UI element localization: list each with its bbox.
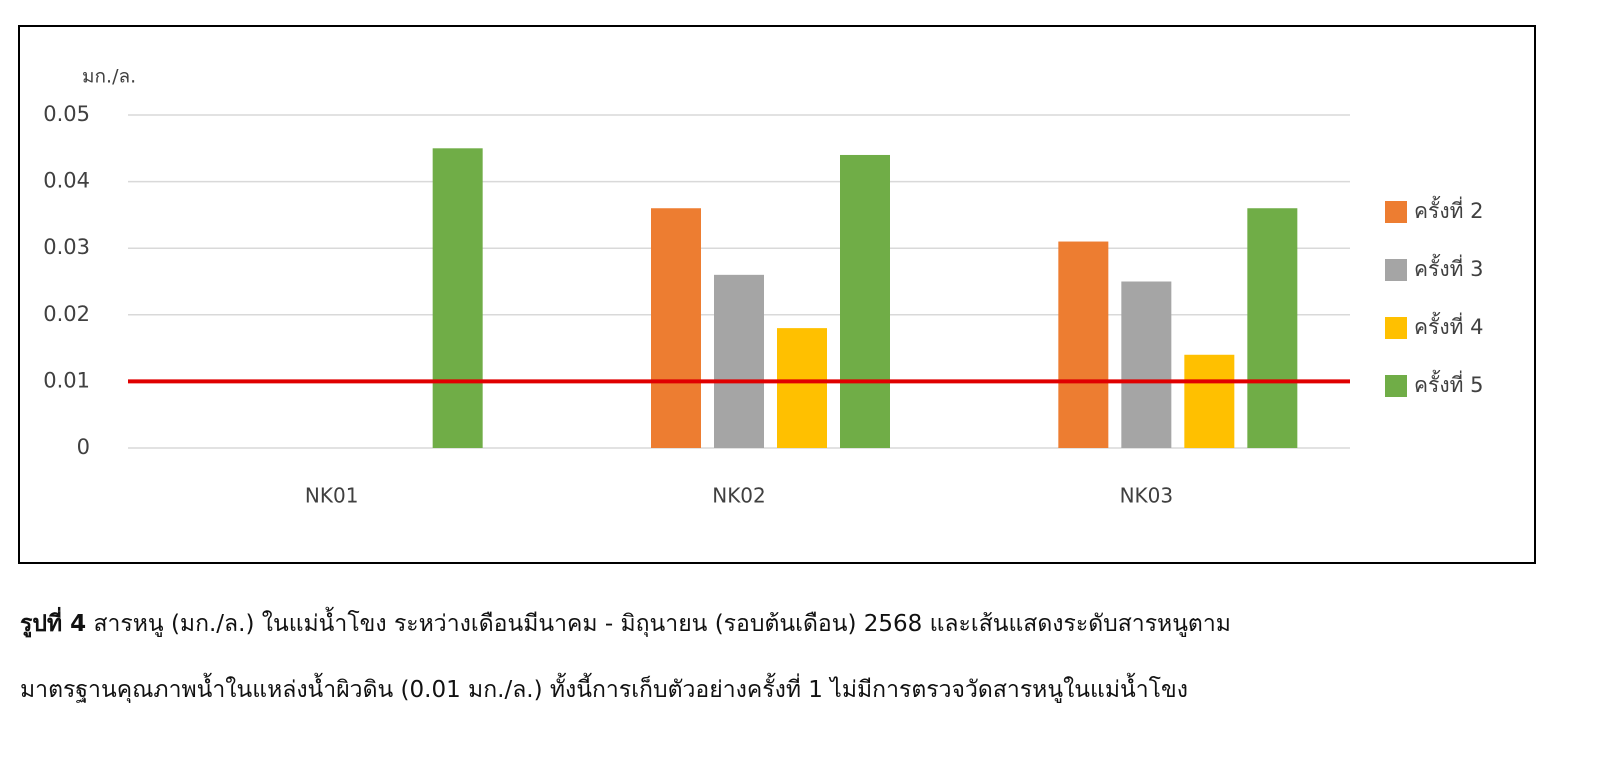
chart-frame (18, 25, 1536, 564)
chart: มก./ล. 0 0.01 0.02 0.03 0.04 0.05 NK01 NK02 NK03… (18, 25, 1536, 564)
bar (714, 274, 764, 448)
x-tick-label: NK03 (1120, 484, 1174, 508)
legend-label: ครั้งที่ 3 (1414, 254, 1483, 281)
legend-swatch (1385, 259, 1407, 281)
y-tick-label: 0 (77, 435, 90, 459)
bar (651, 208, 701, 448)
caption-line: มาตรฐานคุณภาพน้ำในแหล่งน้ำผิวดิน (0.01 ม… (20, 672, 1188, 708)
y-tick-label: 0.05 (43, 102, 90, 126)
y-tick-label: 0.02 (43, 302, 90, 326)
bar (1058, 241, 1109, 448)
caption-line: รูปที่ 4 สารหนู (มก./ล.) ในแม่น้ำโขง ระห… (20, 606, 1231, 642)
caption-text: มาตรฐานคุณภาพน้ำในแหล่งน้ำผิวดิน (0.01 ม… (20, 677, 1188, 703)
x-tick-label: NK02 (712, 484, 766, 508)
bar (1247, 208, 1298, 448)
y-tick-label: 0.03 (43, 235, 90, 259)
y-tick-label: 0.01 (43, 368, 90, 392)
bar (1121, 281, 1172, 448)
x-tick-label: NK01 (305, 484, 359, 508)
caption-text: สารหนู (มก./ล.) ในแม่น้ำโขง ระหว่างเดือน… (93, 611, 1231, 637)
bar (840, 154, 890, 448)
y-tick-label: 0.04 (43, 169, 90, 193)
bar (432, 148, 483, 449)
y-axis-label: มก./ล. (82, 66, 136, 88)
legend-label: ครั้งที่ 5 (1414, 370, 1483, 397)
bar (1184, 354, 1235, 448)
legend-swatch (1385, 201, 1407, 223)
legend-swatch (1385, 317, 1407, 339)
bar (777, 328, 827, 448)
legend-label: ครั้งที่ 2 (1414, 196, 1483, 223)
legend-swatch (1385, 375, 1407, 397)
caption-label: รูปที่ 4 (20, 611, 87, 637)
legend-label: ครั้งที่ 4 (1414, 312, 1483, 339)
